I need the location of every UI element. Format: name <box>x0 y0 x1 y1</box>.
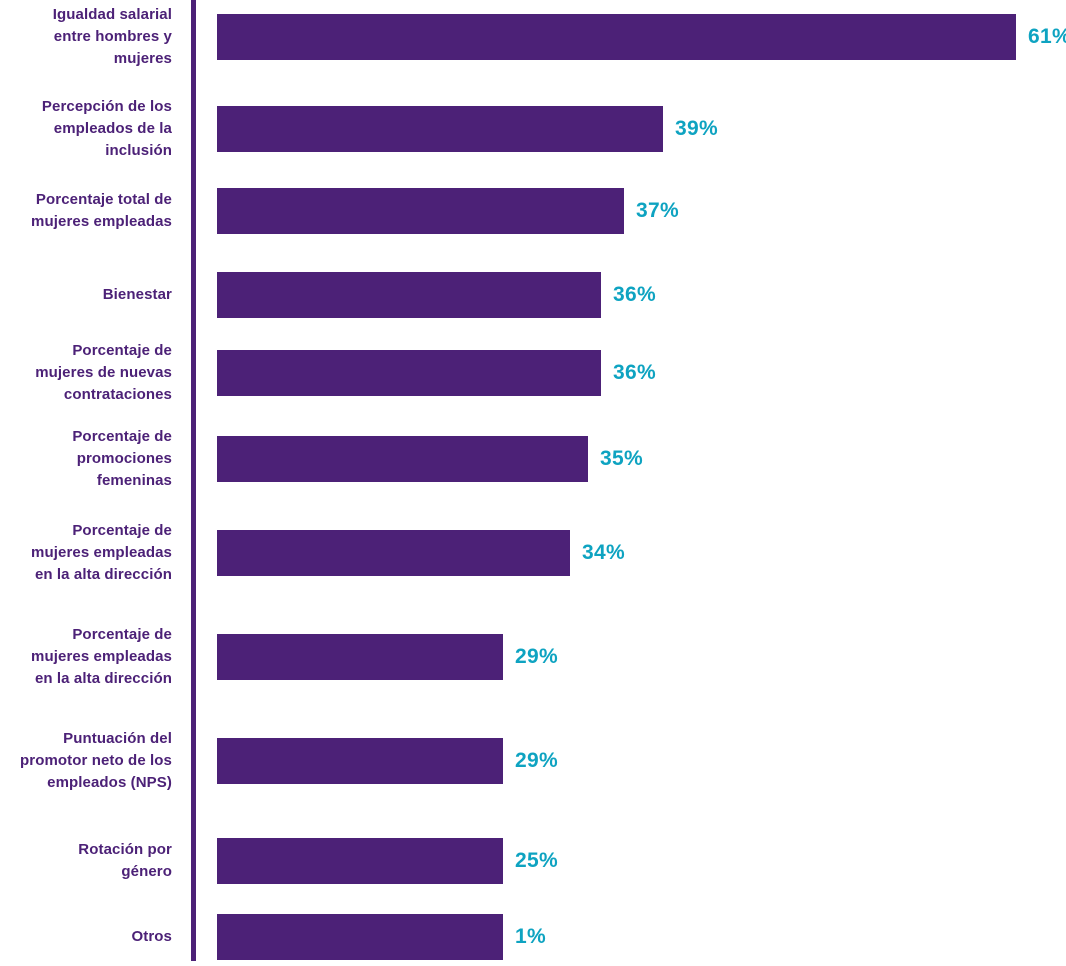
value-label: 29% <box>515 645 558 668</box>
category-label: Porcentaje de mujeres empleadas en la al… <box>31 626 172 687</box>
chart-row: Puntuación del promotor neto de los empl… <box>0 730 1066 791</box>
value-label: 39% <box>675 117 718 140</box>
chart-row: Porcentaje de promociones femeninas 35% <box>0 428 1066 489</box>
category-label: Porcentaje de promociones femeninas <box>72 428 172 489</box>
value-label: 29% <box>515 749 558 772</box>
value-label: 36% <box>613 283 656 306</box>
chart-row: Porcentaje de mujeres de nuevas contrata… <box>0 342 1066 403</box>
category-label: Porcentaje total de mujeres empleadas <box>31 191 172 230</box>
category-label: Percepción de los empleados de la inclus… <box>41 98 172 159</box>
bar <box>217 634 503 680</box>
value-label: 37% <box>636 199 679 222</box>
y-axis-line <box>191 0 196 961</box>
chart-row: Bienestar 36% <box>0 272 1066 318</box>
bar <box>217 738 503 784</box>
bar <box>217 914 503 960</box>
value-label: 61% <box>1028 25 1066 48</box>
category-label: Otros <box>131 928 172 945</box>
category-label: Rotación por género <box>78 841 172 880</box>
category-label: Igualdad salarial entre hombres y mujere… <box>52 6 172 67</box>
chart-row: Rotación por género 25% <box>0 838 1066 884</box>
value-label: 35% <box>600 447 643 470</box>
category-label: Porcentaje de mujeres de nuevas contrata… <box>35 342 172 403</box>
bar <box>217 436 588 482</box>
bar <box>217 272 601 318</box>
chart-row: Otros 1% <box>0 914 1066 960</box>
value-label: 1% <box>515 925 546 948</box>
value-label: 34% <box>582 541 625 564</box>
bar <box>217 106 663 152</box>
chart-row: Porcentaje total de mujeres empleadas 37… <box>0 188 1066 234</box>
bar <box>217 838 503 884</box>
bar <box>217 14 1016 60</box>
chart-row: Porcentaje de mujeres empleadas en la al… <box>0 626 1066 687</box>
category-label: Porcentaje de mujeres empleadas en la al… <box>31 522 172 583</box>
value-label: 36% <box>613 361 656 384</box>
category-label: Puntuación del promotor neto de los empl… <box>20 730 172 791</box>
chart-row: Percepción de los empleados de la inclus… <box>0 98 1066 159</box>
category-label: Bienestar <box>102 286 172 303</box>
value-label: 25% <box>515 849 558 872</box>
bar <box>217 188 624 234</box>
chart-row: Porcentaje de mujeres empleadas en la al… <box>0 522 1066 583</box>
bar <box>217 350 601 396</box>
chart-row: Igualdad salarial entre hombres y mujere… <box>0 6 1066 67</box>
bar <box>217 530 570 576</box>
